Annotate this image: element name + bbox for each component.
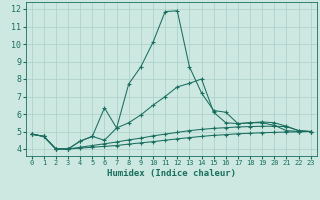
X-axis label: Humidex (Indice chaleur): Humidex (Indice chaleur) — [107, 169, 236, 178]
